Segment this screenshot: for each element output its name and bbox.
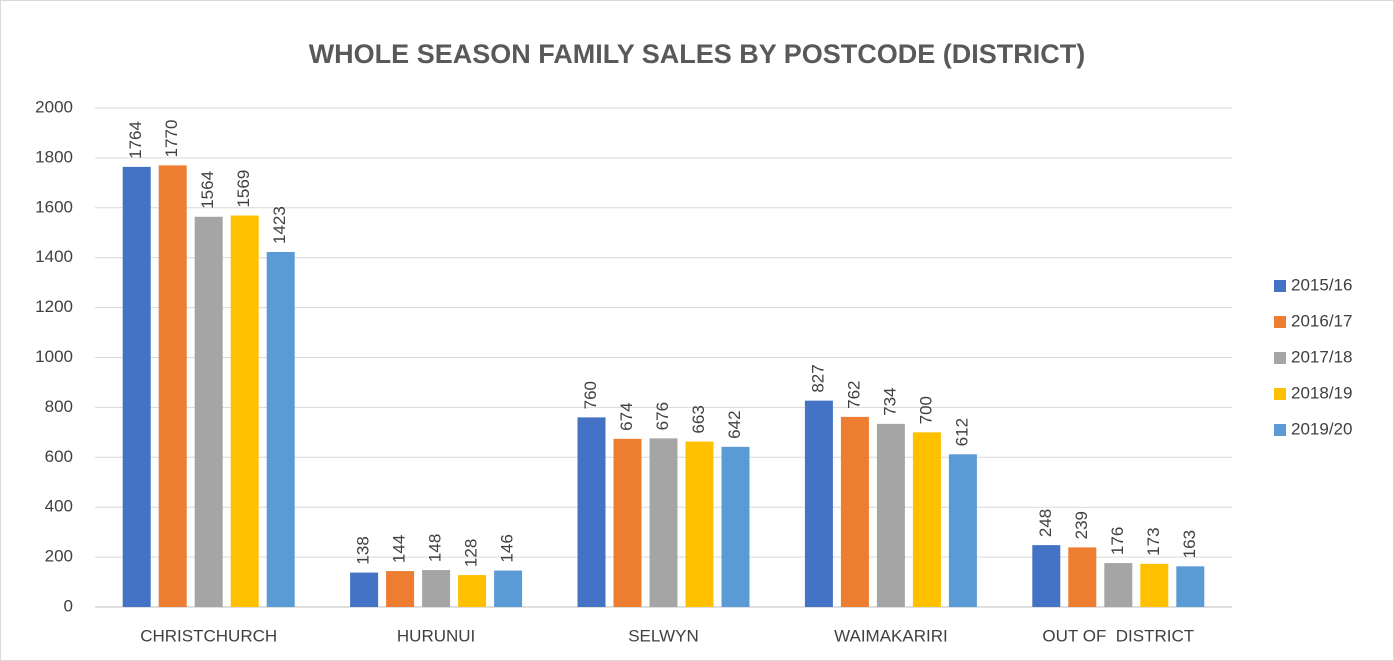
x-tick-label: OUT OF DISTRICT [1042,626,1194,645]
y-tick-label: 600 [45,447,73,466]
value-label: 1764 [126,121,145,159]
x-tick-label: SELWYN [628,626,699,645]
value-label: 138 [354,536,373,564]
bar [577,417,606,607]
bar [1068,547,1097,607]
y-tick-label: 400 [45,497,73,516]
bar [840,416,869,607]
value-label: 173 [1144,527,1163,555]
bar [422,570,451,607]
value-label: 676 [653,402,672,430]
value-label: 176 [1108,527,1127,555]
value-label: 144 [390,535,409,563]
bar [1176,566,1205,607]
y-tick-label: 0 [64,596,73,615]
value-label: 1569 [234,170,253,208]
legend-swatch [1274,316,1286,328]
chart-title: WHOLE SEASON FAMILY SALES BY POSTCODE (D… [309,39,1086,69]
bar [948,454,977,607]
value-label: 163 [1180,530,1199,558]
legend-swatch [1274,388,1286,400]
bar [912,432,941,607]
bar [230,215,259,608]
bar [1140,563,1169,607]
value-label: 674 [617,402,636,430]
value-label: 148 [426,534,445,562]
y-tick-label: 1800 [35,147,73,166]
bar [458,575,487,607]
value-label: 734 [880,387,899,415]
bar [1104,563,1133,607]
bar [649,438,678,607]
value-label: 700 [916,396,935,424]
value-label: 827 [808,364,827,392]
bar [721,446,750,607]
bar [122,166,151,607]
value-label: 1423 [270,206,289,244]
legend-label: 2017/18 [1291,347,1352,366]
legend-swatch [1274,352,1286,364]
y-tick-label: 1400 [35,247,73,266]
value-label: 1564 [198,171,217,209]
bar [1032,545,1061,607]
value-label: 1770 [162,120,181,158]
x-tick-label: WAIMAKARIRI [834,626,948,645]
legend-label: 2016/17 [1291,311,1352,330]
bar [194,216,223,608]
y-tick-label: 800 [45,397,73,416]
value-label: 760 [581,381,600,409]
bar [350,572,379,607]
bar [266,251,295,608]
y-tick-label: 200 [45,547,73,566]
value-label: 612 [952,418,971,446]
x-tick-label: CHRISTCHURCH [140,626,277,645]
bar [158,165,187,607]
legend-swatch [1274,424,1286,436]
bar [804,400,833,607]
value-label: 762 [844,381,863,409]
bar [876,423,905,607]
x-tick-label: HURUNUI [397,626,475,645]
legend-label: 2015/16 [1291,275,1352,294]
y-tick-label: 1600 [35,197,73,216]
y-tick-label: 1000 [35,347,73,366]
value-label: 642 [725,410,744,438]
value-label: 239 [1072,511,1091,539]
y-tick-label: 1200 [35,297,73,316]
bar [613,438,642,607]
y-tick-label: 2000 [35,97,73,116]
legend-swatch [1274,280,1286,292]
legend-label: 2018/19 [1291,383,1352,402]
bar [494,570,523,607]
legend-label: 2019/20 [1291,419,1352,438]
value-label: 248 [1036,509,1055,537]
bar [386,571,415,607]
bar [685,441,714,607]
value-label: 663 [689,405,708,433]
value-label: 128 [462,539,481,567]
value-label: 146 [498,534,517,562]
